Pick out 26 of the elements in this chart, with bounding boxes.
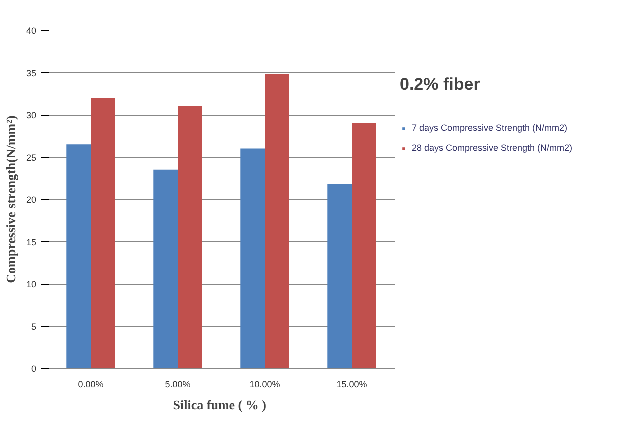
text: 0.2% fiber — [400, 75, 482, 95]
y-axis-title: Compressive strength(N/mm²) — [3, 116, 18, 284]
bar — [91, 98, 116, 368]
x-axis-title: Silica fume ( % ) — [173, 398, 266, 412]
y-tick-label: 10 — [26, 280, 37, 290]
legend-label: 28 days Compressive Strength (N/mm2) — [412, 143, 573, 153]
y-tick-label: 5 — [31, 322, 37, 332]
bar — [240, 148, 265, 368]
y-tick-label: 35 — [26, 68, 37, 78]
bar — [265, 74, 290, 368]
legend-label: 7 days Compressive Strength (N/mm2) — [412, 123, 568, 133]
y-tick-label: 30 — [26, 110, 37, 120]
bar — [154, 170, 178, 368]
x-tick-label: 10.00% — [250, 380, 280, 390]
y-tick-label: 0 — [31, 364, 37, 374]
bar — [178, 106, 202, 368]
bar — [352, 123, 376, 368]
y-tick-label: 15 — [26, 237, 37, 248]
y-tick-label: 25 — [26, 152, 37, 163]
x-tick-label: 15.00% — [336, 380, 368, 390]
x-tick-label: 0.00% — [78, 380, 104, 390]
x-tick-label: 5.00% — [165, 380, 191, 390]
bar — [66, 144, 91, 368]
y-tick-label: 20 — [26, 195, 37, 205]
y-tick-label: 40 — [26, 26, 37, 36]
bar — [328, 184, 352, 368]
